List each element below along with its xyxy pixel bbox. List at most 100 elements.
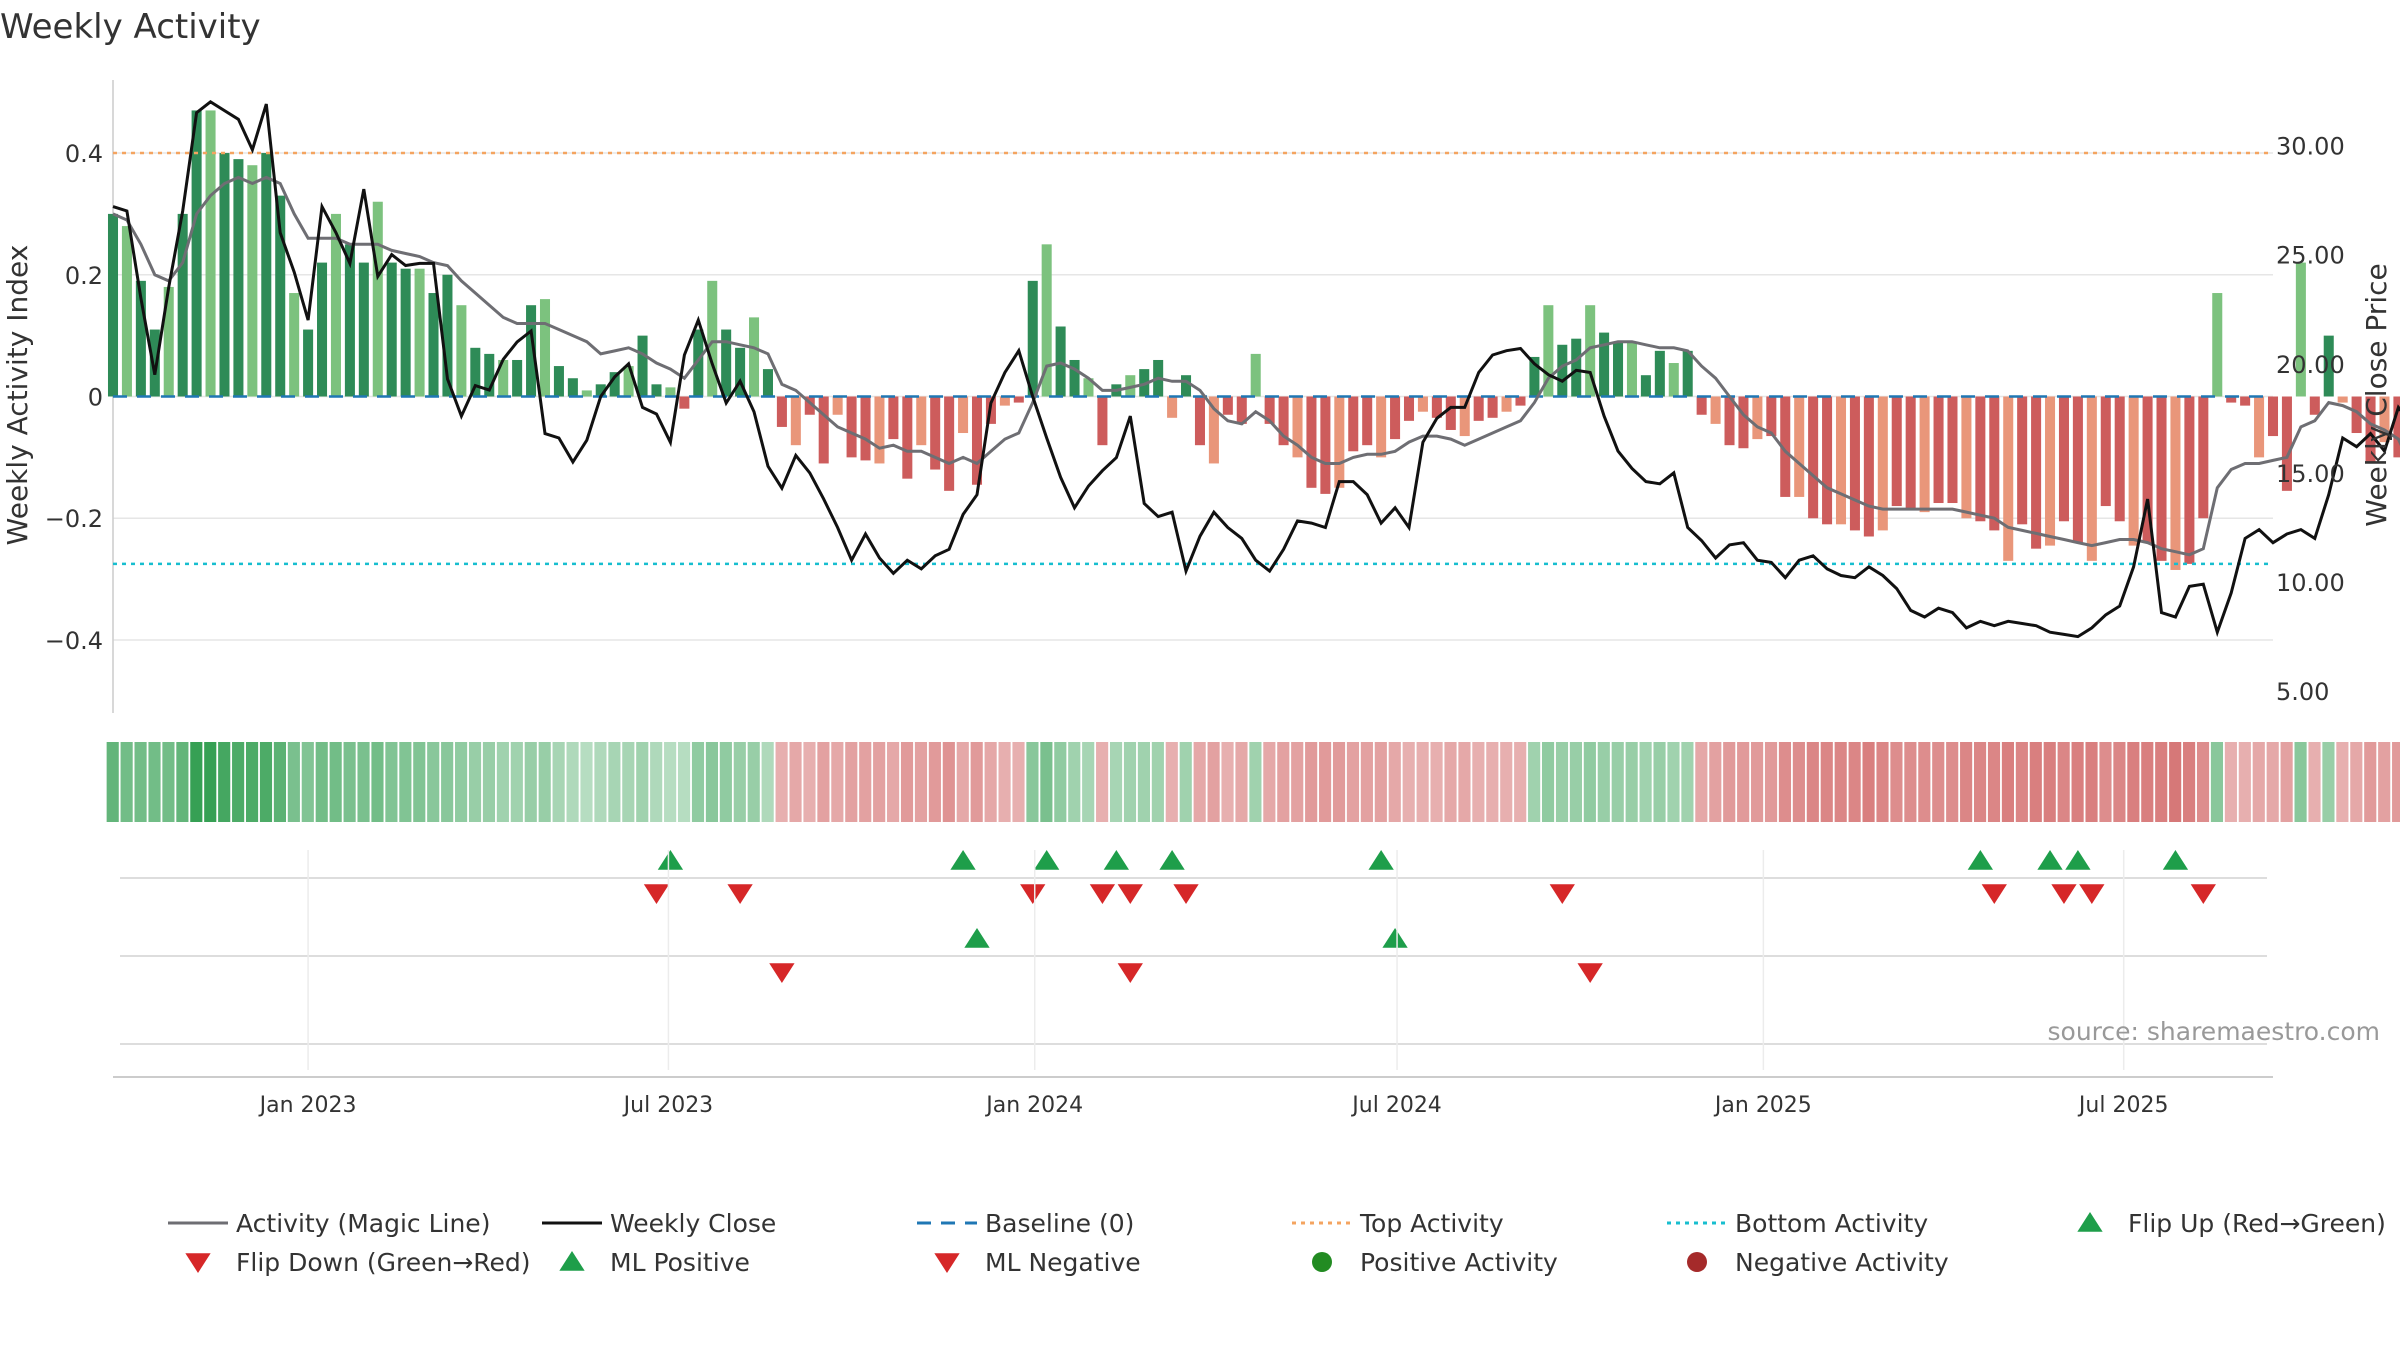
activity-bar	[1194, 396, 1205, 446]
legend-label: Weekly Close	[610, 1209, 776, 1238]
heat-cell	[1291, 742, 1304, 822]
ml-positive-marker	[964, 928, 990, 948]
activity-bar	[1083, 378, 1094, 397]
activity-bar	[1738, 396, 1749, 449]
ml-negative-marker	[1577, 963, 1603, 983]
activity-bar	[1822, 396, 1833, 525]
weekly-close-series	[112, 99, 2400, 639]
heat-cell	[2238, 742, 2251, 822]
heat-cell	[2085, 742, 2098, 822]
legend-label: Positive Activity	[1360, 1248, 1558, 1277]
heat-cell	[204, 742, 217, 822]
heat-cell	[2001, 742, 2014, 822]
left-tick-label: 0.4	[65, 140, 103, 168]
activity-bar	[233, 159, 244, 397]
activity-bar	[1794, 396, 1805, 497]
activity-bar	[609, 372, 620, 397]
legend-label: Top Activity	[1359, 1209, 1504, 1238]
heat-cell	[2155, 742, 2168, 822]
heat-cell	[1555, 742, 1569, 822]
heat-cell	[2308, 742, 2321, 822]
flip-up-marker	[950, 850, 976, 870]
heat-cell	[2113, 742, 2126, 822]
activity-bar	[107, 213, 119, 397]
heat-cell	[970, 742, 983, 822]
activity-bar	[2058, 396, 2069, 522]
ml-negative-marker	[769, 963, 795, 983]
main-plot: 0.4 0.2 0 −0.2 −0.4 30.00 25.00 20.00 15.00 10.0…	[1, 80, 2400, 713]
heat-cell	[259, 742, 273, 822]
heat-cell	[1332, 742, 1346, 822]
heat-cell	[719, 742, 732, 822]
legend-item-magic: Activity (Magic Line)	[168, 1209, 490, 1238]
activity-bar	[2365, 396, 2376, 464]
activity-bar	[330, 213, 341, 397]
activity-bar	[1222, 396, 1233, 415]
heat-cell	[496, 742, 509, 822]
activity-bar	[484, 353, 495, 397]
legend-swatch	[2077, 1212, 2103, 1232]
heat-cell	[1472, 742, 1485, 822]
activity-bar	[400, 268, 411, 397]
heat-cell	[1263, 742, 1276, 822]
activity-bar	[2198, 396, 2209, 519]
activity-bar	[2156, 396, 2167, 561]
heat-cell	[956, 742, 969, 822]
legend-item-negdot: Negative Activity	[1687, 1248, 1949, 1277]
heat-cell	[2071, 742, 2084, 822]
right-tick-label: 25.00	[2276, 242, 2345, 270]
activity-bar	[707, 280, 718, 397]
x-tick-label: Jul 2023	[622, 1093, 714, 1118]
activity-bar	[1613, 341, 1624, 397]
heat-cell	[1096, 742, 1109, 822]
flip-down-marker	[2079, 884, 2105, 904]
activity-bar	[163, 286, 174, 397]
activity-bar	[539, 299, 551, 397]
flip-down-marker	[2051, 884, 2077, 904]
activity-bar	[1501, 396, 1512, 412]
heat-cell	[887, 742, 900, 822]
activity-bar	[219, 153, 230, 397]
heat-cell	[1123, 742, 1137, 822]
activity-bar	[2337, 396, 2348, 403]
heat-cell	[1528, 742, 1541, 822]
heat-cell	[1207, 742, 1220, 822]
heat-cell	[873, 742, 886, 822]
heat-cell	[1137, 742, 1150, 822]
activity-bar	[1278, 396, 1289, 446]
heat-cell	[2210, 742, 2224, 822]
activity-bar	[749, 317, 760, 397]
heat-cell	[1416, 742, 1429, 822]
heat-cell	[1695, 742, 1708, 822]
activity-bar	[1599, 332, 1610, 397]
activity-bar	[567, 378, 578, 397]
activity-bar	[2240, 396, 2251, 406]
legend-label: Negative Activity	[1735, 1248, 1949, 1277]
heat-cell	[2280, 742, 2293, 822]
activity-bar	[1181, 375, 1192, 397]
flip-markers	[643, 850, 2216, 904]
heat-cell	[747, 742, 760, 822]
legend: Activity (Magic Line) Weekly Close Baselin…	[168, 1209, 2386, 1277]
heat-cell	[1430, 742, 1443, 822]
flip-up-marker	[657, 850, 684, 870]
ml-positive-marker	[1382, 928, 1408, 948]
legend-label: Bottom Activity	[1735, 1209, 1928, 1238]
activity-bar	[888, 396, 899, 440]
heat-cell	[538, 742, 551, 822]
activity-bar	[971, 396, 983, 485]
heat-cell	[1082, 742, 1095, 822]
activity-bar	[512, 359, 523, 397]
heat-cell	[1179, 742, 1192, 822]
heat-cell	[1667, 742, 1680, 822]
left-tick-label: 0.2	[65, 262, 103, 290]
heat-cell	[1040, 742, 1053, 822]
activity-bar	[1752, 396, 1763, 440]
activity-bar	[1989, 396, 2000, 531]
lower-panels-date-gridlines	[307, 850, 2125, 1070]
activity-bar	[2086, 396, 2097, 561]
activity-bar	[776, 396, 787, 427]
heat-cell	[789, 742, 802, 822]
activity-bar	[177, 213, 188, 397]
heat-cell	[2336, 742, 2349, 822]
